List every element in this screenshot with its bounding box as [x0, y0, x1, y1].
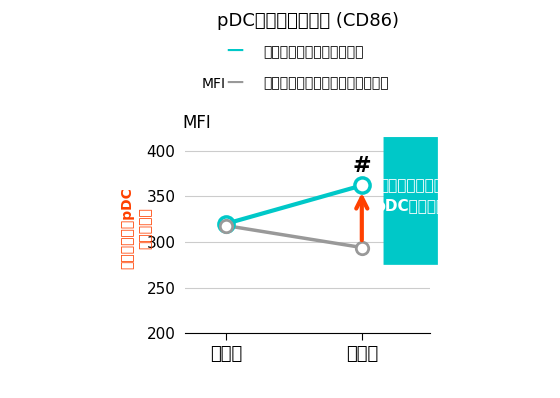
Text: 免疫の司令塔pDC
活性化指標: 免疫の司令塔pDC 活性化指標 [120, 187, 152, 269]
Text: ２週間の摂取で
pDC活性化！: ２週間の摂取で pDC活性化！ [375, 178, 446, 215]
Text: pDC活性化マーカー (CD86): pDC活性化マーカー (CD86) [217, 12, 399, 30]
Text: MFI: MFI [202, 76, 226, 91]
Text: ─: ─ [228, 72, 242, 96]
Point [221, 222, 230, 229]
FancyBboxPatch shape [384, 137, 438, 265]
Text: #: # [352, 156, 371, 176]
Text: プラズマ乳酸菌を摂った人: プラズマ乳酸菌を摂った人 [263, 45, 363, 59]
Point [357, 182, 366, 189]
Text: MFI: MFI [183, 115, 211, 133]
Text: ─: ─ [228, 40, 242, 64]
Text: プラズマ乳酸菌を摂らなかった人: プラズマ乳酸菌を摂らなかった人 [263, 76, 389, 91]
Point [357, 244, 366, 251]
Point [221, 220, 230, 227]
